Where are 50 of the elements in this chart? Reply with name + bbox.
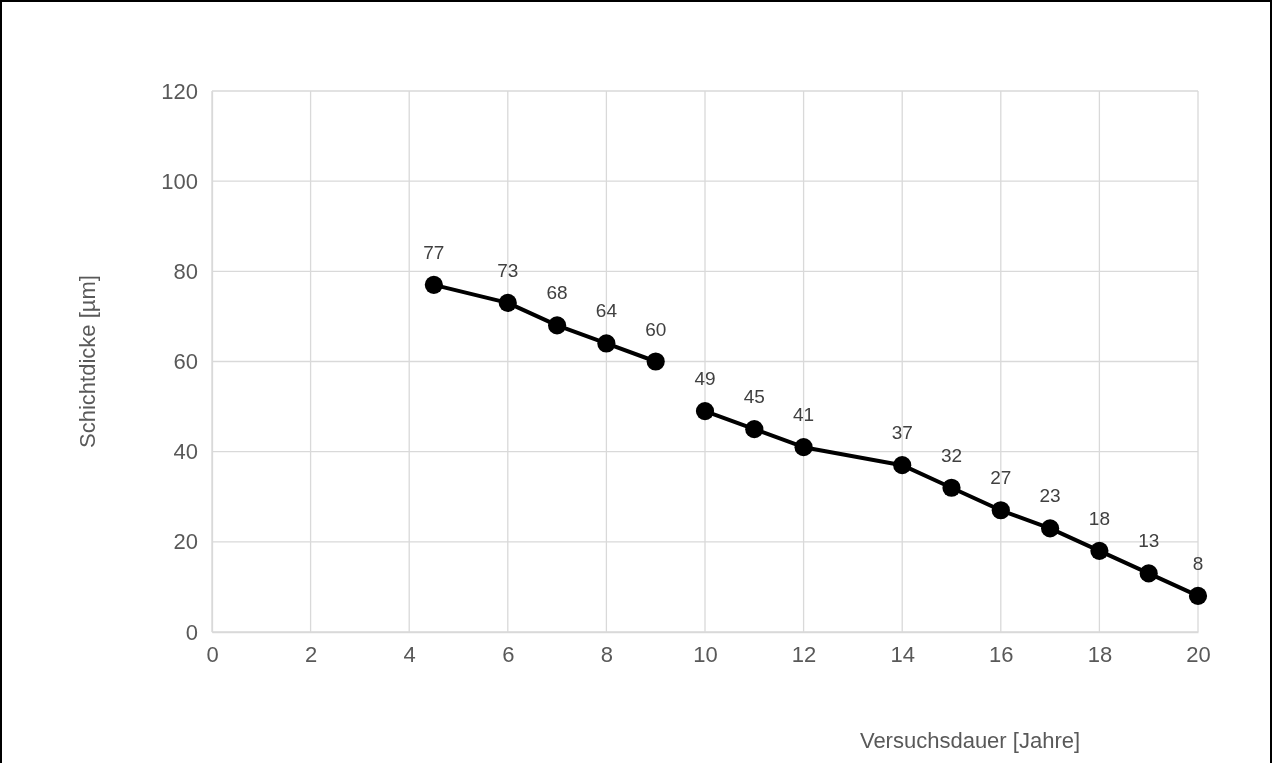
y-tick-label: 80 (173, 258, 198, 284)
y-tick-label: 100 (161, 168, 198, 194)
y-tick-label: 120 (161, 78, 198, 104)
data-label: 18 (1088, 507, 1110, 529)
point (1188, 586, 1208, 606)
data-label: 77 (423, 241, 445, 263)
point (548, 316, 567, 335)
x-tick-label: 16 (989, 641, 1014, 667)
x-tick-label: 14 (890, 641, 915, 667)
data-label: 37 (891, 422, 913, 444)
point (893, 456, 912, 475)
data-label: 13 (1138, 530, 1160, 552)
data-label: 41 (793, 404, 815, 426)
x-tick-label: 8 (600, 641, 614, 667)
point (498, 293, 517, 312)
data-label: 32 (940, 444, 963, 466)
point (597, 334, 616, 353)
y-axis-title: Schichtdicke [µm] (75, 275, 100, 448)
point (794, 438, 813, 457)
point (991, 501, 1010, 520)
y-tick-label: 0 (185, 619, 198, 645)
point (1139, 564, 1158, 583)
x-tick-label: 20 (1186, 641, 1211, 667)
x-tick-label: 4 (403, 641, 416, 667)
point (646, 352, 665, 371)
data-label: 27 (990, 467, 1012, 489)
y-tick-label: 20 (173, 529, 198, 555)
data-label: 8 (1192, 552, 1204, 574)
point (1090, 541, 1109, 560)
point (1041, 519, 1060, 538)
x-tick-label: 0 (206, 641, 219, 667)
y-tick-label: 60 (173, 349, 198, 375)
point (695, 402, 715, 421)
data-label: 49 (694, 368, 716, 390)
data-label: 60 (645, 318, 667, 340)
x-tick-label: 12 (791, 641, 817, 667)
point (745, 420, 764, 439)
data-label: 73 (497, 259, 519, 281)
data-label: 45 (743, 386, 765, 408)
x-tick-label: 2 (304, 641, 318, 667)
y-tick-label: 40 (173, 439, 198, 465)
point (942, 478, 961, 497)
point (424, 275, 443, 294)
data-label: 23 (1039, 485, 1061, 507)
x-tick-label: 10 (693, 641, 718, 667)
data-label: 64 (595, 300, 618, 322)
x-tick-label: 6 (502, 641, 515, 667)
x-tick-label: 18 (1087, 641, 1113, 667)
x-axis-title: Versuchsdauer [Jahre] (859, 728, 1081, 753)
data-label: 68 (546, 282, 568, 304)
